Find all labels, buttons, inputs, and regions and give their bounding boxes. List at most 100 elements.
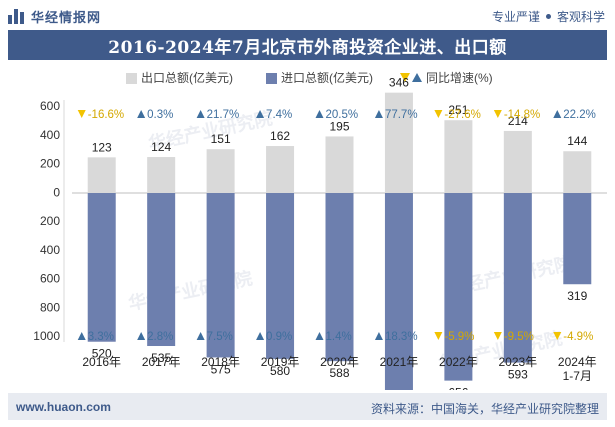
export-growth-label: 77.7% [385,109,418,121]
legend-swatch-1 [266,73,277,84]
import-growth-up-arrow-icon [137,332,146,340]
import-growth-up-arrow-icon [196,332,205,340]
x-category-label: 1-7月 [563,369,592,383]
slogan-left: 专业严谨 [491,10,540,24]
y-tick-label: 200 [40,157,60,171]
x-category-label: 2021年 [380,355,419,369]
import-growth-up-arrow-icon [315,332,324,340]
y-tick-label: 600 [40,272,60,286]
x-category-label: 2019年 [261,355,300,369]
export-growth-label: -14.8% [504,109,540,121]
slogan-right: 客观科学 [556,10,605,24]
y-tick-label: 200 [40,214,60,228]
import-growth-down-arrow-icon [434,332,443,340]
export-growth-label: -27.6% [444,109,480,121]
legend-label-0: 出口总额(亿美元) [141,70,233,85]
footer-site-link[interactable]: www.huaon.com [16,400,111,414]
export-bar [87,157,116,193]
export-value-label: 123 [92,140,112,154]
import-bar [87,193,116,342]
legend-label-2: 同比增速(%) [426,71,493,85]
export-growth-label: 7.4% [266,109,292,121]
export-growth-down-arrow-icon [77,110,86,118]
chart-title: 2016-2024年7月北京市外商投资企业进、出口额 [108,37,507,58]
import-bar [444,193,473,381]
import-growth-label: -4.9% [563,331,593,343]
import-value-label: 593 [508,368,528,382]
brand-name: 华经情报网 [31,9,102,25]
import-growth-down-arrow-icon [553,332,562,340]
import-value-label: 588 [329,366,349,380]
x-category-label: 2022年 [439,355,478,369]
import-growth-label: -5.9% [444,331,474,343]
export-value-label: 124 [151,140,171,154]
export-growth-label: 21.7% [207,109,240,121]
import-growth-label: 2.8% [147,331,173,343]
import-bar [147,193,176,347]
export-value-label: 214 [508,114,528,128]
export-value-label: 251 [448,103,468,117]
export-bar [266,146,295,193]
x-category-label: 2017年 [142,355,181,369]
export-growth-up-arrow-icon [196,110,205,118]
y-tick-label: 0 [53,185,60,199]
chart: 华经产业研究院华经产业研究院华经产业研究院华经产业研究院出口总额(亿美元)进口总… [33,70,607,390]
brand[interactable]: 华经情报网 [8,7,101,25]
import-bar [325,193,354,362]
top-bar: 华经情报网 专业严谨 客观科学 [0,0,615,30]
x-category-label: 2016年 [82,355,121,369]
export-growth-label: 22.2% [563,109,596,121]
legend-up-arrow-icon [412,73,422,82]
export-bar [384,92,413,193]
x-category-label: 2020年 [320,355,359,369]
import-value-label: 319 [567,289,587,303]
y-tick-label: 1000 [33,329,60,343]
export-value-label: 162 [270,129,290,143]
export-bar [444,120,473,193]
import-growth-label: 1.4% [326,331,352,343]
x-category-label: 2018年 [201,355,240,369]
export-growth-up-arrow-icon [137,110,146,118]
import-value-label: 656 [448,386,468,390]
import-value-label: 575 [211,362,231,376]
title-bar: 2016-2024年7月北京市外商投资企业进、出口额 [8,30,607,60]
export-growth-down-arrow-icon [434,110,443,118]
export-growth-up-arrow-icon [315,110,324,118]
y-tick-label: 400 [40,243,60,257]
import-growth-label: 3.3% [88,331,114,343]
y-tick-label: 800 [40,300,60,314]
legend-swatch-0 [126,73,137,84]
dot-separator-icon [545,14,551,19]
export-growth-label: 20.5% [326,109,359,121]
export-bar [563,151,592,193]
import-bar [384,193,413,390]
legend-label-1: 进口总额(亿美元) [281,70,373,85]
import-growth-down-arrow-icon [493,332,502,340]
import-growth-up-arrow-icon [374,332,383,340]
import-bar [563,193,592,285]
y-tick-label: 600 [40,99,60,113]
x-category-label: 2023年 [498,355,537,369]
import-growth-label: -9.5% [504,331,534,343]
brand-logo-icon [8,8,26,24]
export-value-label: 151 [211,132,231,146]
import-bar [266,193,295,359]
import-bar [206,193,235,358]
export-bar [206,149,235,193]
export-growth-up-arrow-icon [256,110,265,118]
export-bar [503,130,532,193]
export-value-label: 195 [329,119,349,133]
x-category-label: 2024年 [558,355,597,369]
import-growth-up-arrow-icon [256,332,265,340]
import-value-label: 520 [92,347,112,361]
footer-source: 资料来源：中国海关，华经产业研究院整理 [370,402,599,416]
import-growth-label: 0.9% [266,331,292,343]
slogan: 专业严谨 客观科学 [492,8,605,25]
import-growth-label: 18.3% [385,331,418,343]
export-growth-label: 0.3% [147,109,173,121]
export-value-label: 346 [389,76,409,90]
export-value-label: 144 [567,134,587,148]
export-growth-down-arrow-icon [493,110,502,118]
import-value-label: 580 [270,364,290,378]
import-value-label: 535 [151,351,171,365]
